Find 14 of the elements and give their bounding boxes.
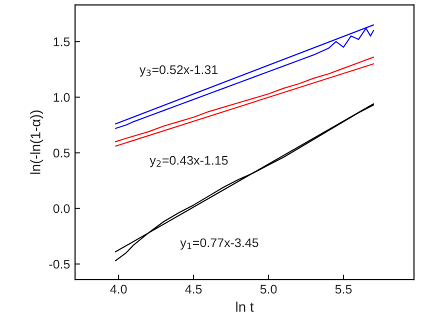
x-tick-label: 4.5 [185,284,202,294]
x-tick-label: 4.0 [110,284,127,294]
x-tick-label: 5.0 [260,284,277,294]
y-tick-label: 0.5 [53,148,70,158]
annotation: y$_{3}$=0.52x-1.31 [140,65,218,77]
annotation: y$_{2}$=0.43x-1.15 [150,156,228,168]
y-tick-label: 1.5 [54,38,70,46]
x-tick-label: 5.5 [335,284,352,294]
x-axis-title: ln t [236,302,254,312]
y-tick-label: -0.5 [49,260,70,269]
annotation: y$_{1}$=0.77x-3.45 [180,238,258,250]
y-axis-title: ln(-ln(1-α)) [30,110,44,174]
y-tick-label: 1.0 [54,93,70,102]
y-tick-label: 0.0 [53,204,70,214]
